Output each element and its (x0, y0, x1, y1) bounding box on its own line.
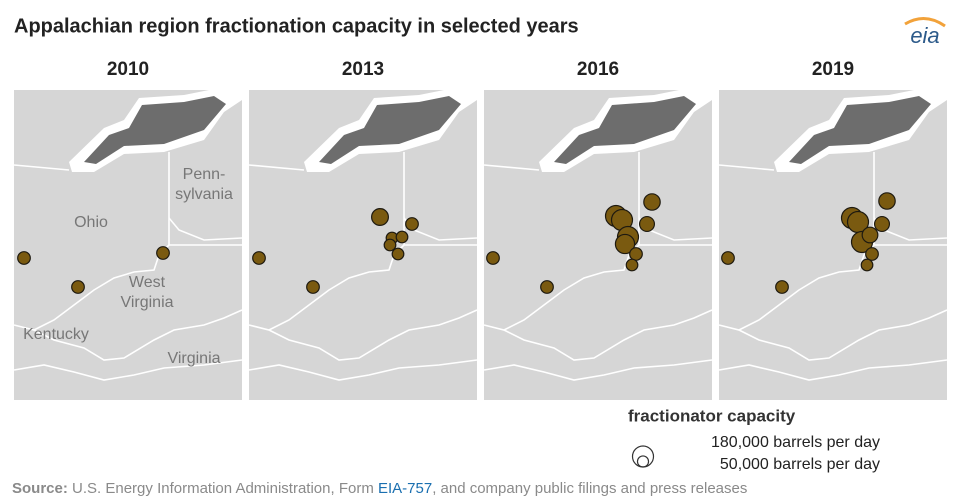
facility-bubble (252, 251, 266, 265)
facility-bubble (540, 280, 554, 294)
title: Appalachian region fractionation capacit… (14, 15, 579, 37)
facility-bubble (391, 247, 405, 261)
base-map (483, 89, 713, 401)
facility-bubble (17, 251, 31, 265)
source: Source: U.S. Energy Information Administ… (12, 480, 747, 497)
facility-bubble (629, 247, 643, 261)
map-label: Ohio (74, 214, 108, 231)
legend-label: 50,000 barrels per day (720, 456, 880, 473)
panel-year: 2019 (812, 59, 854, 80)
logo-arc (904, 17, 946, 28)
facility-bubble (860, 258, 874, 272)
base-map (248, 89, 478, 401)
map-label: Virginia (167, 350, 220, 367)
source-text: U.S. Energy Information Administration, … (72, 480, 374, 497)
logo: eia (910, 23, 939, 48)
facility-bubble (873, 215, 891, 233)
facility-bubble (156, 246, 170, 260)
legend-label: 180,000 barrels per day (711, 434, 880, 451)
facility-bubble (71, 280, 85, 294)
facility-bubble (614, 233, 636, 255)
legend-circle (636, 455, 650, 468)
base-map (718, 89, 948, 401)
map-label: Kentucky (23, 326, 89, 343)
facility-bubble (405, 217, 419, 231)
facility-bubble (861, 226, 879, 244)
facility-bubble (643, 193, 661, 211)
facility-bubble (625, 258, 639, 272)
legend-title: fractionator capacity (628, 406, 796, 425)
chart: Appalachian region fractionation capacit… (13, 15, 948, 473)
source-link[interactable]: EIA-757 (377, 480, 433, 497)
map-label: Virginia (120, 294, 173, 311)
panel-year: 2013 (342, 59, 384, 80)
map-label: Penn- (183, 166, 226, 183)
facility-bubble (878, 192, 896, 210)
source-rest: , and company public filings and press r… (432, 480, 748, 497)
map-label: sylvania (175, 186, 233, 203)
panel-year: 2010 (107, 59, 149, 80)
facility-bubble (865, 247, 879, 261)
facility-bubble (775, 280, 789, 294)
panel-year: 2016 (577, 59, 619, 80)
facility-bubble (486, 251, 500, 265)
facility-bubble (638, 215, 656, 233)
map-label: West (129, 274, 166, 291)
source-label: Source: (12, 480, 68, 497)
facility-bubble (721, 251, 735, 265)
facility-bubble (371, 208, 389, 226)
facility-bubble (383, 238, 397, 252)
facility-bubble (395, 230, 409, 244)
facility-bubble (306, 280, 320, 294)
